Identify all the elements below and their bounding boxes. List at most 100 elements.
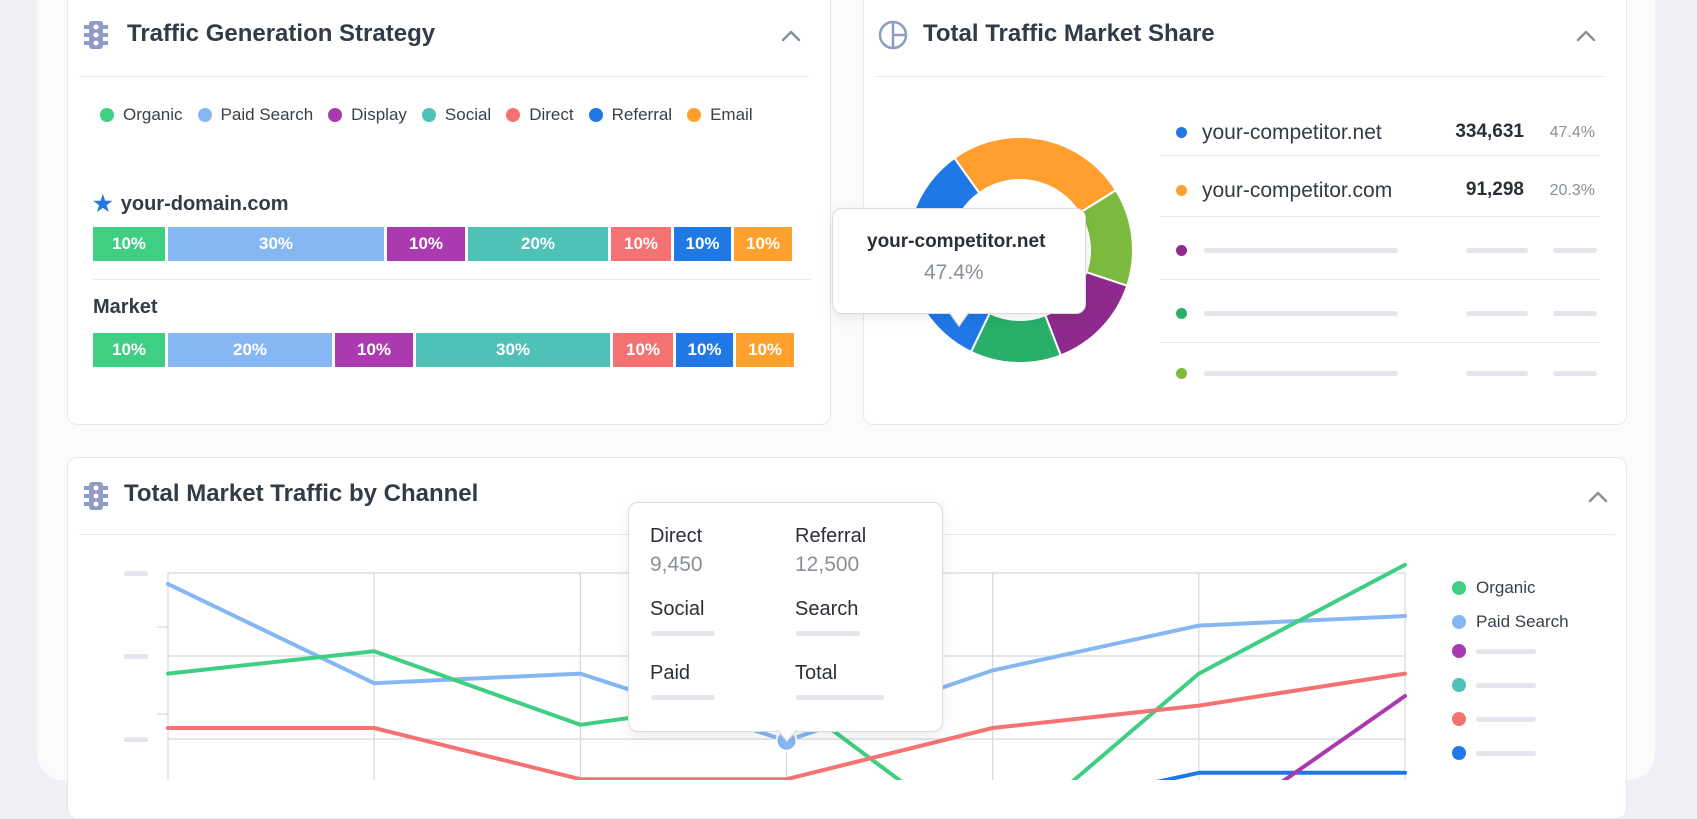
series-line — [1156, 770, 1407, 780]
bar-segment[interactable]: 20% — [468, 227, 608, 261]
collapse-chevron-icon[interactable] — [780, 29, 802, 43]
legend-dot — [197, 108, 212, 122]
legend-label: Social — [444, 105, 492, 124]
legend-item[interactable]: Email — [687, 105, 753, 125]
collapse-chevron-icon[interactable] — [1575, 29, 1597, 43]
legend-dot — [506, 108, 521, 122]
bar-segment[interactable]: 20% — [168, 333, 332, 367]
bar-segment[interactable]: 10% — [674, 227, 731, 261]
share-row-value: 334,631 — [1455, 121, 1524, 142]
legend-dot — [421, 108, 436, 122]
market-label: Market — [93, 296, 158, 318]
legend-item[interactable] — [1452, 678, 1536, 692]
share-row-placeholder — [1160, 222, 1600, 280]
bar-segment[interactable]: 10% — [335, 333, 413, 367]
legend-item[interactable]: Paid Search — [1452, 612, 1569, 632]
pie-chart-icon — [878, 20, 908, 50]
share-dot — [1176, 368, 1187, 379]
placeholder-bar — [796, 631, 860, 636]
legend-item[interactable] — [1452, 746, 1536, 760]
axis-label-placeholder — [124, 737, 148, 742]
placeholder-bar — [651, 695, 715, 700]
share-dot — [1176, 308, 1187, 319]
axis-label-placeholder — [124, 654, 148, 659]
legend-item[interactable]: Social — [421, 105, 492, 125]
share-row-placeholder — [1160, 285, 1600, 343]
strategy-divider — [79, 76, 809, 77]
bar-segment[interactable]: 10% — [93, 333, 165, 367]
placeholder-bar — [1476, 716, 1536, 722]
legend-dot — [1452, 678, 1466, 692]
bar-segment[interactable]: 10% — [734, 227, 792, 261]
bar-segment[interactable]: 10% — [611, 227, 671, 261]
legend-item[interactable]: Organic — [100, 105, 183, 125]
strategy-title: Traffic Generation Strategy — [127, 20, 436, 47]
tooltip-paid-label: Paid — [650, 662, 691, 684]
legend-label: Paid Search — [1476, 612, 1569, 631]
market-bar: 10% 20% 10% 30% 10% 10% 10% — [93, 333, 794, 367]
legend-label: Referral — [611, 105, 673, 124]
placeholder-bar — [1476, 750, 1536, 756]
star-icon: ★ — [93, 191, 113, 216]
domain-row-label: ★ your-domain.com — [93, 191, 289, 217]
tooltip-social-label: Social — [650, 598, 705, 620]
legend-item[interactable] — [1452, 712, 1536, 726]
bar-segment[interactable]: 10% — [736, 333, 794, 367]
placeholder-bar — [1204, 311, 1398, 316]
bar-segment[interactable]: 10% — [676, 333, 733, 367]
legend-dot — [1452, 746, 1466, 760]
series-line — [166, 671, 1407, 780]
traffic-light-icon — [84, 21, 108, 49]
legend-dot — [1452, 644, 1466, 658]
bar-segment[interactable]: 30% — [416, 333, 610, 367]
bar-segment[interactable]: 30% — [168, 227, 384, 261]
placeholder-bar — [1204, 371, 1398, 376]
placeholder-bar — [1204, 248, 1398, 253]
placeholder-bar — [651, 631, 715, 636]
collapse-chevron-icon[interactable] — [1587, 490, 1609, 504]
share-row[interactable]: your-competitor.net 334,631 47.4% — [1160, 104, 1600, 162]
series-line — [1281, 694, 1407, 780]
legend-item[interactable]: Paid Search — [197, 105, 314, 125]
placeholder-bar — [1553, 248, 1597, 253]
share-title: Total Traffic Market Share — [923, 20, 1215, 47]
placeholder-bar — [1476, 682, 1536, 688]
share-row[interactable]: your-competitor.com 91,298 20.3% — [1160, 162, 1600, 220]
tooltip-pct: 47.4% — [924, 261, 984, 284]
legend-item[interactable]: Display — [328, 105, 407, 125]
market-row-label: Market — [93, 296, 157, 319]
tooltip-referral-label: Referral — [795, 525, 867, 547]
legend-dot — [687, 108, 702, 122]
share-row-value: 91,298 — [1465, 179, 1524, 200]
tooltip-name: your-competitor.net — [867, 231, 1046, 252]
bar-segment[interactable]: 10% — [613, 333, 673, 367]
channel-title: Total Market Traffic by Channel — [124, 480, 479, 507]
share-row-pct: 20.3% — [1549, 182, 1595, 199]
bar-segment[interactable]: 10% — [387, 227, 465, 261]
row-separator — [1160, 279, 1600, 280]
donut-tooltip: your-competitor.net 47.4% — [832, 208, 1086, 314]
legend-dot — [1452, 712, 1466, 726]
tooltip-search-label: Search — [795, 598, 859, 620]
legend-dot — [1452, 615, 1466, 629]
placeholder-bar — [1466, 311, 1528, 316]
legend-item[interactable]: Referral — [588, 105, 673, 125]
legend-item[interactable] — [1452, 644, 1536, 658]
tooltip-direct-value: 9,450 — [650, 553, 703, 576]
domain-bar: 10% 30% 10% 20% 10% 10% 10% — [93, 227, 792, 261]
row-separator — [1160, 216, 1600, 217]
legend-label: Organic — [123, 105, 183, 124]
tooltip-direct-label: Direct — [650, 525, 703, 547]
legend-dot — [1452, 581, 1466, 595]
legend-item[interactable]: Direct — [506, 105, 574, 125]
legend-item[interactable]: Organic — [1452, 578, 1536, 598]
traffic-light-icon — [84, 482, 108, 510]
tooltip-total-label: Total — [795, 662, 838, 684]
legend-dot — [100, 108, 114, 122]
bar-segment[interactable]: 10% — [93, 227, 165, 261]
share-dot — [1176, 245, 1187, 256]
legend-dot — [588, 108, 603, 122]
legend-label: Paid Search — [220, 105, 314, 124]
share-row-name: your-competitor.net — [1202, 121, 1382, 144]
placeholder-bar — [1553, 311, 1597, 316]
